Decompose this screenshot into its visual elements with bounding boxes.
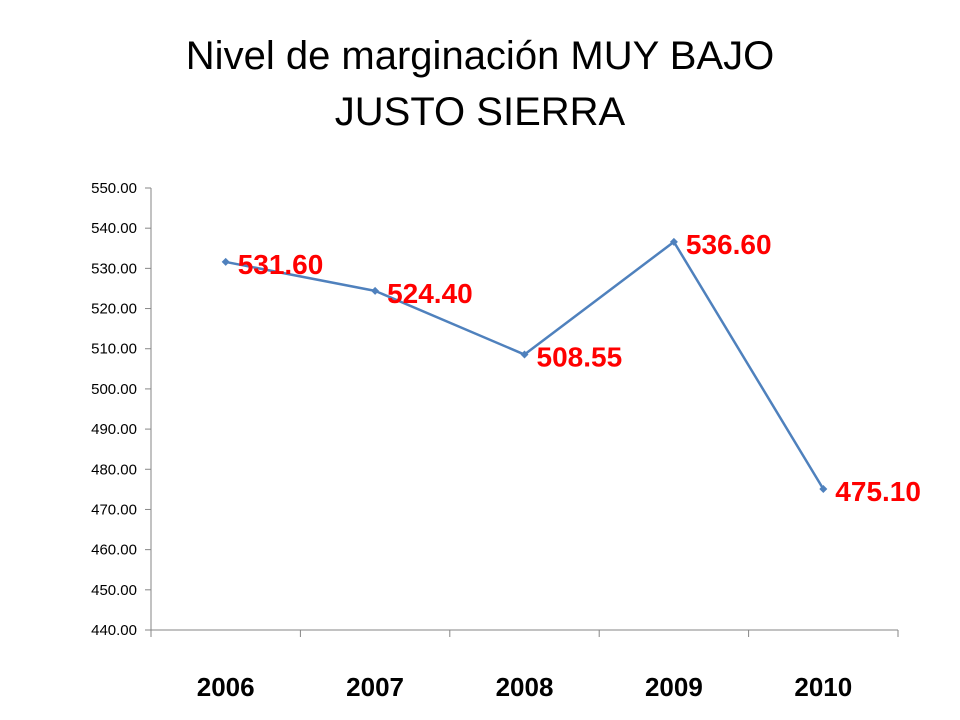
y-tick-label: 450.00 [91, 582, 137, 599]
y-tick-label: 470.00 [91, 501, 137, 518]
y-tick-label: 530.00 [91, 260, 137, 277]
y-tick-label: 460.00 [91, 542, 137, 559]
y-tick-label: 510.00 [91, 341, 137, 358]
y-tick-label: 520.00 [91, 301, 137, 318]
y-tick-label: 540.00 [91, 220, 137, 237]
data-point [669, 237, 678, 246]
y-tick-label: 500.00 [91, 381, 137, 398]
data-point [819, 484, 828, 493]
data-label: 475.10 [835, 476, 921, 507]
chart-title: Nivel de marginación MUY BAJO JUSTO SIER… [0, 28, 960, 140]
y-tick-label: 440.00 [91, 622, 137, 639]
y-tick-label: 480.00 [91, 461, 137, 478]
x-category-label: 2008 [496, 672, 554, 702]
data-label: 524.40 [387, 278, 473, 309]
x-category-label: 2009 [645, 672, 703, 702]
data-point [221, 257, 230, 266]
y-tick-label: 490.00 [91, 421, 137, 438]
y-tick-label: 550.00 [91, 180, 137, 197]
data-label: 508.55 [537, 342, 623, 373]
x-category-label: 2006 [197, 672, 255, 702]
data-label: 536.60 [686, 229, 772, 260]
chart-title-line-1: Nivel de marginación MUY BAJO [185, 34, 775, 78]
data-label: 531.60 [238, 249, 324, 280]
x-category-label: 2007 [346, 672, 404, 702]
x-category-label: 2010 [794, 672, 852, 702]
chart-title-line-2: JUSTO SIERRA [334, 90, 626, 134]
data-point [520, 350, 529, 359]
data-point [371, 286, 380, 295]
